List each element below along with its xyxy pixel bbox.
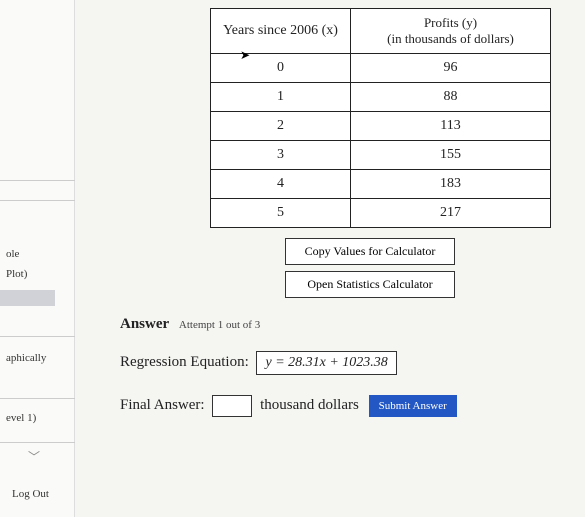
sidebar-separator: [0, 398, 75, 399]
sidebar-separator: [0, 200, 75, 201]
cell-y: 155: [351, 141, 551, 170]
regression-line: Regression Equation: y = 28.31x + 1023.3…: [120, 351, 575, 375]
submit-answer-button[interactable]: Submit Answer: [369, 395, 457, 417]
sidebar-item-ole[interactable]: ole: [0, 244, 75, 264]
sidebar-item-plot[interactable]: Plot): [0, 264, 75, 284]
main-content: Years since 2006 (x) Profits (y) (in tho…: [80, 0, 585, 517]
sidebar-item-aphically[interactable]: aphically: [0, 348, 75, 368]
table-header-y: Profits (y) (in thousands of dollars): [351, 9, 551, 54]
cursor-icon: ➤: [240, 48, 250, 63]
table-row: 2 113: [211, 112, 551, 141]
cell-y: 217: [351, 199, 551, 228]
regression-value-box: y = 28.31x + 1023.38: [256, 351, 396, 375]
cell-x: 1: [211, 83, 351, 112]
final-answer-line: Final Answer: thousand dollars Submit An…: [120, 395, 575, 417]
table-header-y-line2: (in thousands of dollars): [361, 31, 540, 47]
cell-y: 113: [351, 112, 551, 141]
table-row: 5 217: [211, 199, 551, 228]
cell-x: 4: [211, 170, 351, 199]
table-row: 3 155: [211, 141, 551, 170]
sidebar-separator: [0, 180, 75, 181]
cell-x: 3: [211, 141, 351, 170]
calculator-buttons: Copy Values for Calculator Open Statisti…: [285, 238, 575, 298]
table-row: 0 96: [211, 54, 551, 83]
sidebar-item-logout[interactable]: Log Out: [6, 484, 81, 504]
table-row: 1 88: [211, 83, 551, 112]
cell-y: 88: [351, 83, 551, 112]
cell-y: 96: [351, 54, 551, 83]
sidebar-separator: [0, 442, 75, 443]
final-answer-label: Final Answer:: [120, 397, 205, 413]
attempt-text: Attempt 1 out of 3: [179, 319, 260, 331]
sidebar: ole Plot) aphically evel 1) ﹀ Log Out: [0, 0, 75, 517]
chevron-down-icon[interactable]: ﹀: [28, 448, 40, 465]
final-answer-input[interactable]: [212, 395, 252, 417]
table-row: 4 183: [211, 170, 551, 199]
cell-x: 5: [211, 199, 351, 228]
final-answer-unit: thousand dollars: [260, 397, 359, 413]
cell-x: 2: [211, 112, 351, 141]
open-stats-button[interactable]: Open Statistics Calculator: [285, 271, 455, 298]
cell-y: 183: [351, 170, 551, 199]
sidebar-separator: [0, 336, 75, 337]
answer-label: Answer: [120, 316, 169, 332]
table-header-y-line1: Profits (y): [361, 15, 540, 31]
sidebar-item-evel1[interactable]: evel 1): [0, 408, 75, 428]
data-table: Years since 2006 (x) Profits (y) (in tho…: [210, 8, 551, 228]
answer-heading: Answer Attempt 1 out of 3: [120, 316, 575, 333]
regression-label: Regression Equation:: [120, 354, 249, 370]
table-header-x: Years since 2006 (x): [211, 9, 351, 54]
cell-x: 0: [211, 54, 351, 83]
sidebar-highlight: [0, 290, 55, 306]
answer-block: Answer Attempt 1 out of 3 Regression Equ…: [90, 316, 575, 417]
copy-values-button[interactable]: Copy Values for Calculator: [285, 238, 455, 265]
